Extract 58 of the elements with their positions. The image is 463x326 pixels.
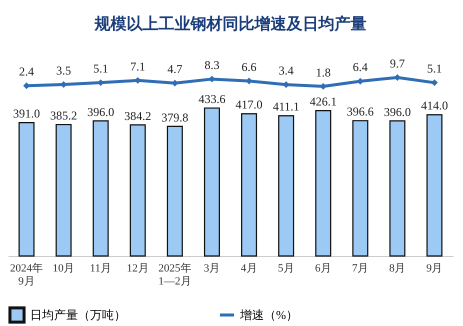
data-label: 2.4 bbox=[19, 64, 34, 79]
bar bbox=[352, 120, 368, 257]
point bbox=[208, 76, 216, 82]
x-tick-label: 4月 bbox=[240, 262, 258, 274]
bar bbox=[92, 120, 109, 257]
bar bbox=[56, 124, 72, 257]
bar bbox=[18, 122, 35, 257]
bar bbox=[389, 120, 406, 257]
bar bbox=[204, 107, 220, 257]
data-label: 4.7 bbox=[167, 62, 182, 76]
x-tick-label: 5月 bbox=[278, 262, 294, 274]
data-label: 385.2 bbox=[50, 108, 78, 123]
point bbox=[394, 74, 401, 81]
data-label: 5.1 bbox=[93, 62, 108, 76]
bar bbox=[278, 115, 294, 257]
data-label: 8.3 bbox=[204, 58, 220, 72]
data-label: 7.1 bbox=[130, 59, 146, 74]
data-label: 6.4 bbox=[352, 60, 368, 74]
legend-label: 增速（%） bbox=[239, 308, 298, 322]
bar bbox=[241, 113, 258, 257]
point bbox=[431, 79, 438, 86]
x-tick-label: 10月 bbox=[52, 262, 75, 274]
x-tick-label: 8月 bbox=[389, 262, 406, 274]
bar bbox=[315, 110, 332, 257]
x-tick-label: 11月 bbox=[90, 262, 112, 274]
data-label: 396.0 bbox=[384, 104, 411, 119]
legend-label: 日均产量（万吨） bbox=[30, 308, 126, 322]
point bbox=[246, 78, 252, 84]
x-tick-label: 2024年 9月 bbox=[10, 262, 44, 288]
data-label: 6.6 bbox=[242, 60, 257, 74]
data-label: 379.8 bbox=[161, 110, 188, 124]
data-label: 433.6 bbox=[198, 92, 226, 106]
x-tick-label: 7月 bbox=[352, 262, 369, 274]
point bbox=[172, 80, 178, 86]
x-tick-label: 12月 bbox=[126, 262, 149, 274]
chart-title: 规模以上工业钢材同比增速及日均产量 bbox=[94, 15, 366, 33]
point bbox=[282, 81, 290, 88]
data-label: 426.1 bbox=[310, 94, 337, 109]
data-label: 396.0 bbox=[87, 104, 114, 119]
point bbox=[23, 82, 30, 90]
x-tick-label: 2025年 1—2月 bbox=[158, 262, 192, 288]
data-label: 9.7 bbox=[390, 56, 405, 70]
x-tick-label: 3月 bbox=[204, 262, 220, 274]
bar bbox=[166, 126, 183, 257]
data-label: 384.2 bbox=[124, 108, 152, 123]
data-label: 414.0 bbox=[420, 98, 448, 113]
data-label: 411.1 bbox=[272, 100, 300, 114]
data-label: 391.0 bbox=[13, 106, 40, 121]
data-label: 417.0 bbox=[236, 98, 263, 112]
x-tick-label: 9月 bbox=[426, 262, 443, 274]
x-tick-label: 6月 bbox=[314, 262, 332, 274]
data-label: 1.8 bbox=[316, 65, 331, 80]
data-label: 5.1 bbox=[426, 62, 442, 76]
bar bbox=[426, 114, 442, 257]
bar bbox=[130, 124, 146, 257]
data-label: 3.5 bbox=[56, 63, 72, 78]
data-label: 3.4 bbox=[278, 64, 294, 78]
data-label: 396.6 bbox=[346, 104, 374, 119]
